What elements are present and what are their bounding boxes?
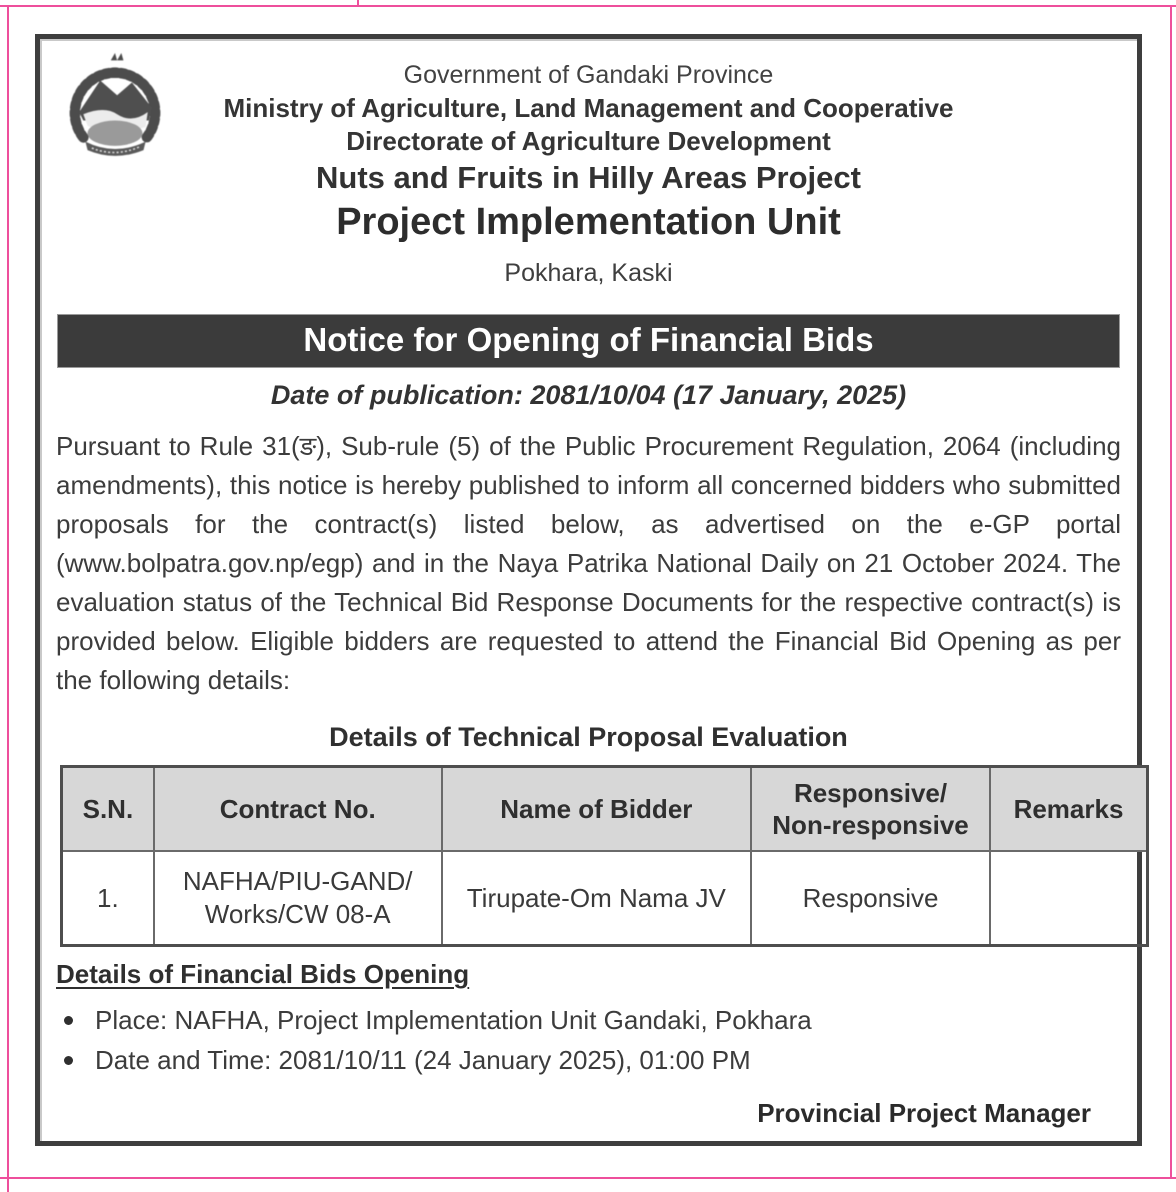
notice-title-banner: Notice for Opening of Financial Bids: [57, 314, 1120, 368]
unit-line: Project Implementation Unit: [336, 201, 841, 243]
column-rule-right: [1170, 5, 1172, 1179]
directorate-line: Directorate of Agriculture Development: [346, 126, 831, 156]
bullet-icon: [64, 1015, 73, 1025]
cell-sn: 1.: [60, 850, 155, 947]
column-rule-left: [7, 5, 9, 1192]
header-sn: S.N.: [60, 765, 155, 852]
ministry-line: Ministry of Agriculture, Land Management…: [223, 93, 954, 123]
header-remarks: Remarks: [988, 765, 1149, 852]
body-paragraph: Pursuant to Rule 31(ङ), Sub-rule (5) of …: [56, 431, 1121, 695]
list-item: Date and Time: 2081/10/11 (24 January 20…: [56, 1040, 1121, 1080]
gandaki-province-emblem-icon: [62, 53, 168, 167]
financial-opening-list: Place: NAFHA, Project Implementation Uni…: [56, 1000, 1121, 1080]
cell-status: Responsive: [750, 850, 991, 947]
project-line: Nuts and Fruits in Hilly Areas Project: [316, 160, 861, 195]
column-rule-tick: [357, 0, 359, 7]
list-item: Place: NAFHA, Project Implementation Uni…: [56, 1000, 1121, 1040]
cell-bidder: Tirupate-Om Nama JV: [440, 850, 753, 947]
header-status: Responsive/ Non-responsive: [750, 765, 991, 852]
notice-title: Notice for Opening of Financial Bids: [303, 321, 874, 358]
column-rule-bottom: [0, 1177, 1176, 1179]
financial-opening-heading: Details of Financial Bids Opening: [56, 959, 470, 989]
letterhead: Government of Gandaki Province Ministry …: [40, 59, 1137, 288]
evaluation-table: S.N. Contract No. Name of Bidder Respons…: [60, 765, 1149, 947]
notice-box: Government of Gandaki Province Ministry …: [35, 34, 1149, 1146]
table-title: Details of Technical Proposal Evaluation: [329, 722, 848, 752]
government-line: Government of Gandaki Province: [403, 61, 774, 89]
column-rule-top: [0, 5, 1176, 7]
place-text: Place: NAFHA, Project Implementation Uni…: [95, 1005, 812, 1035]
table-header-row: S.N. Contract No. Name of Bidder Respons…: [60, 765, 1149, 852]
bullet-icon: [64, 1055, 73, 1065]
header-bidder: Name of Bidder: [440, 765, 753, 852]
notice-content: Pursuant to Rule 31(ङ), Sub-rule (5) of …: [40, 427, 1149, 1129]
table-row: 1. NAFHA/PIU-GAND/ Works/CW 08-A Tirupat…: [60, 850, 1149, 947]
publication-date: Date of publication: 2081/10/04 (17 Janu…: [270, 380, 907, 410]
header-contract: Contract No.: [152, 765, 443, 852]
location-line: Pokhara, Kaski: [504, 259, 673, 287]
datetime-text: Date and Time: 2081/10/11 (24 January 20…: [95, 1045, 751, 1075]
signature-line: Provincial Project Manager: [757, 1098, 1091, 1128]
cell-remarks: [988, 850, 1149, 947]
cell-contract: NAFHA/PIU-GAND/ Works/CW 08-A: [152, 850, 443, 947]
